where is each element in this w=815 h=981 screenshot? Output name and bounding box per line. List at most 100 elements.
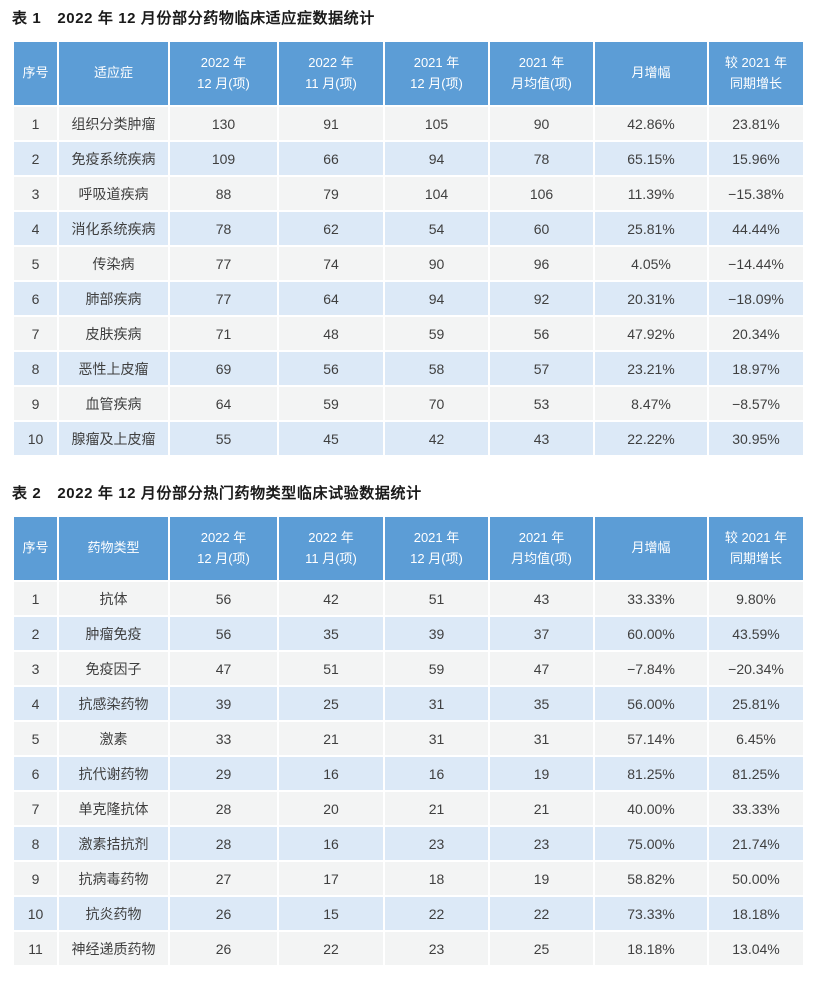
table-cell: 10 [12,895,59,932]
table-cell: 18.18% [707,895,805,932]
table-cell: 44.44% [707,210,805,247]
table-cell: 23 [383,930,490,967]
table-cell: 恶性上皮瘤 [57,350,170,387]
table-row: 5 传染病 77 74 90 96 4.05% −14.44% [12,245,805,282]
table-cell: −20.34% [707,650,805,687]
table-cell: 56.00% [593,685,709,722]
table-cell: 64 [168,385,279,422]
table-cell: 20 [277,790,385,827]
column-header: 2022 年 12 月(项) [168,40,279,107]
table-cell: 19 [488,755,595,792]
column-header: 月增幅 [593,515,709,582]
table-cell: 免疫系统疾病 [57,140,170,177]
table-cell: 抗代谢药物 [57,755,170,792]
column-header: 较 2021 年 同期增长 [707,40,805,107]
table-cell: 64 [277,280,385,317]
table-cell: 73.33% [593,895,709,932]
table-cell: 51 [277,650,385,687]
table-cell: 78 [168,210,279,247]
table-cell: 11 [12,930,59,967]
table-cell: 18 [383,860,490,897]
table-cell: 25.81% [707,685,805,722]
table-cell: 6.45% [707,720,805,757]
table-cell: 1 [12,105,59,142]
table-cell: 肺部疾病 [57,280,170,317]
table-cell: 37 [488,615,595,652]
table2-title: 2022 年 12 月份部分热门药物类型临床试验数据统计 [57,485,422,502]
table-cell: 25 [277,685,385,722]
table-row: 8 激素拮抗剂 28 16 23 23 75.00% 21.74% [12,825,805,862]
column-header: 2022 年 11 月(项) [277,40,385,107]
table-cell: 免疫因子 [57,650,170,687]
table-cell: 51 [383,580,490,617]
table-cell: 31 [383,720,490,757]
table-row: 10 腺瘤及上皮瘤 55 45 42 43 22.22% 30.95% [12,420,805,457]
table-cell: 28 [168,825,279,862]
table-cell: 59 [383,650,490,687]
table-cell: 2 [12,615,59,652]
table-row: 4 消化系统疾病 78 62 54 60 25.81% 44.44% [12,210,805,247]
table-cell: 18.18% [593,930,709,967]
table-cell: 13.04% [707,930,805,967]
table-cell: 35 [488,685,595,722]
table-cell: 81.25% [593,755,709,792]
table-row: 3 免疫因子 47 51 59 47 −7.84% −20.34% [12,650,805,687]
table-cell: 81.25% [707,755,805,792]
table-cell: 20.31% [593,280,709,317]
table-cell: 5 [12,245,59,282]
table-cell: 47.92% [593,315,709,352]
table-cell: 45 [277,420,385,457]
table-cell: 35 [277,615,385,652]
table-row: 11 神经递质药物 26 22 23 25 18.18% 13.04% [12,930,805,967]
table-cell: 25.81% [593,210,709,247]
table-cell: 77 [168,280,279,317]
table-row: 1 组织分类肿瘤 130 91 105 90 42.86% 23.81% [12,105,805,142]
table-cell: 57 [488,350,595,387]
table-row: 5 激素 33 21 31 31 57.14% 6.45% [12,720,805,757]
table-cell: −15.38% [707,175,805,212]
table-cell: 16 [277,825,385,862]
table-cell: 60 [488,210,595,247]
table-cell: 39 [383,615,490,652]
table-cell: 10 [12,420,59,457]
table-cell: 54 [383,210,490,247]
table-cell: 65.15% [593,140,709,177]
table-row: 7 皮肤疾病 71 48 59 56 47.92% 20.34% [12,315,805,352]
table-cell: 抗病毒药物 [57,860,170,897]
column-header: 2022 年 11 月(项) [277,515,385,582]
column-header: 药物类型 [57,515,170,582]
table-cell: 30.95% [707,420,805,457]
table-cell: 105 [383,105,490,142]
table2: 序号 药物类型 2022 年 12 月(项) 2022 年 11 月(项) 2021 年… [12,515,805,967]
table-cell: 4 [12,210,59,247]
table-cell: 56 [168,580,279,617]
table-row: 1 抗体 56 42 51 43 33.33% 9.80% [12,580,805,617]
table-cell: 43.59% [707,615,805,652]
table-cell: 96 [488,245,595,282]
table-cell: 激素拮抗剂 [57,825,170,862]
table-cell: 皮肤疾病 [57,315,170,352]
column-header: 月增幅 [593,40,709,107]
table-cell: 8.47% [593,385,709,422]
table-row: 8 恶性上皮瘤 69 56 58 57 23.21% 18.97% [12,350,805,387]
table-row: 3 呼吸道疾病 88 79 104 106 11.39% −15.38% [12,175,805,212]
table-row: 4 抗感染药物 39 25 31 35 56.00% 25.81% [12,685,805,722]
table-cell: 59 [383,315,490,352]
table-cell: 4 [12,685,59,722]
column-header: 2021 年 月均值(项) [488,515,595,582]
table-cell: 单克隆抗体 [57,790,170,827]
table-cell: 21 [277,720,385,757]
table2-caption: 表 2 2022 年 12 月份部分热门药物类型临床试验数据统计 [12,484,803,504]
table-cell: 71 [168,315,279,352]
table-cell: 94 [383,280,490,317]
table-cell: 33 [168,720,279,757]
header-row: 序号 适应症 2022 年 12 月(项) 2022 年 11 月(项) 2021 年 … [12,40,805,107]
table-cell: 58 [383,350,490,387]
table-cell: 6 [12,755,59,792]
table-cell: 22 [488,895,595,932]
table-cell: 90 [488,105,595,142]
table-row: 9 血管疾病 64 59 70 53 8.47% −8.57% [12,385,805,422]
table-cell: 15.96% [707,140,805,177]
table-cell: 31 [383,685,490,722]
table-cell: 11.39% [593,175,709,212]
